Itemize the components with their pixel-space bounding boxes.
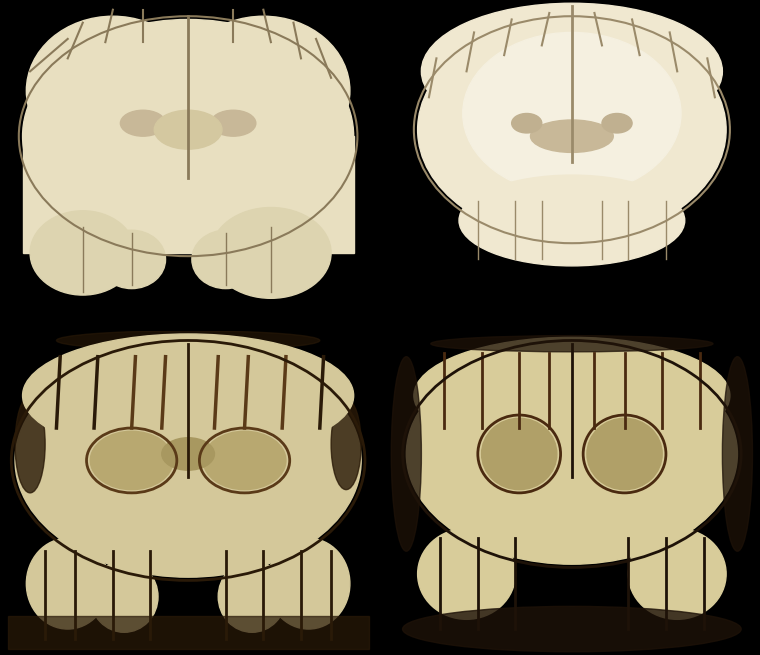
Ellipse shape <box>463 33 681 195</box>
Ellipse shape <box>90 561 158 632</box>
Ellipse shape <box>418 529 515 620</box>
Ellipse shape <box>56 331 320 350</box>
Ellipse shape <box>414 337 730 454</box>
Ellipse shape <box>602 113 632 133</box>
Ellipse shape <box>177 16 350 165</box>
Ellipse shape <box>90 431 173 490</box>
Ellipse shape <box>267 538 350 629</box>
Ellipse shape <box>407 344 737 564</box>
Ellipse shape <box>421 3 722 140</box>
Ellipse shape <box>331 399 361 490</box>
Ellipse shape <box>211 208 331 298</box>
Ellipse shape <box>120 110 166 136</box>
Ellipse shape <box>23 20 353 253</box>
Ellipse shape <box>203 431 286 490</box>
Ellipse shape <box>431 335 713 352</box>
Ellipse shape <box>511 113 542 133</box>
Ellipse shape <box>530 120 613 153</box>
Ellipse shape <box>15 396 45 493</box>
Ellipse shape <box>722 357 752 552</box>
Ellipse shape <box>98 230 166 289</box>
Ellipse shape <box>459 175 685 266</box>
Ellipse shape <box>418 20 726 240</box>
Ellipse shape <box>27 16 199 165</box>
Ellipse shape <box>391 357 421 552</box>
Ellipse shape <box>30 211 135 295</box>
Ellipse shape <box>403 607 741 652</box>
Ellipse shape <box>27 538 109 629</box>
Polygon shape <box>8 616 369 648</box>
Ellipse shape <box>482 419 557 490</box>
Ellipse shape <box>154 110 222 149</box>
Ellipse shape <box>629 529 726 620</box>
Ellipse shape <box>587 419 662 490</box>
Ellipse shape <box>192 230 260 289</box>
Ellipse shape <box>218 561 286 632</box>
Ellipse shape <box>211 110 256 136</box>
Ellipse shape <box>15 344 361 577</box>
Ellipse shape <box>23 334 353 457</box>
Ellipse shape <box>162 438 214 470</box>
Polygon shape <box>23 136 353 253</box>
